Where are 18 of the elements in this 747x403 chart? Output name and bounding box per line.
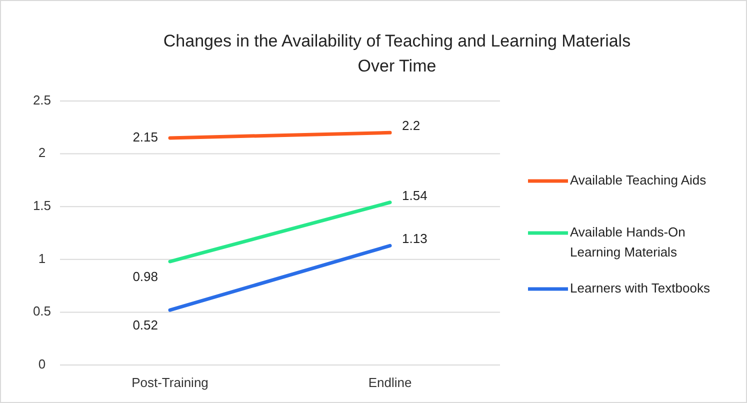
data-label: 0.52 [132, 318, 158, 333]
x-tick-label: Endline [368, 375, 412, 390]
data-label: 2.2 [402, 118, 420, 134]
y-tick-label: 2 [38, 145, 46, 160]
data-label: 1.13 [402, 231, 428, 246]
legend-label: Available Teaching Aids [570, 172, 707, 188]
x-tick-label: Post-Training [132, 375, 208, 390]
data-label: 0.98 [132, 268, 158, 284]
y-tick-label: 0 [38, 356, 46, 372]
y-tick-label: 2.5 [32, 92, 52, 108]
chart-title: Changes in the Availability of Teaching and Learning Materials Over Time [163, 31, 631, 76]
legend-label: Learners with Textbooks [570, 280, 710, 296]
y-tick-label: 0.5 [32, 304, 52, 319]
y-tick-label: 1.5 [32, 198, 52, 214]
data-label: 1.54 [402, 188, 428, 203]
data-label: 2.15 [132, 129, 158, 144]
y-tick-label: 1 [38, 250, 46, 266]
legend-label: Available Hands-On Learning Materials [570, 224, 686, 260]
